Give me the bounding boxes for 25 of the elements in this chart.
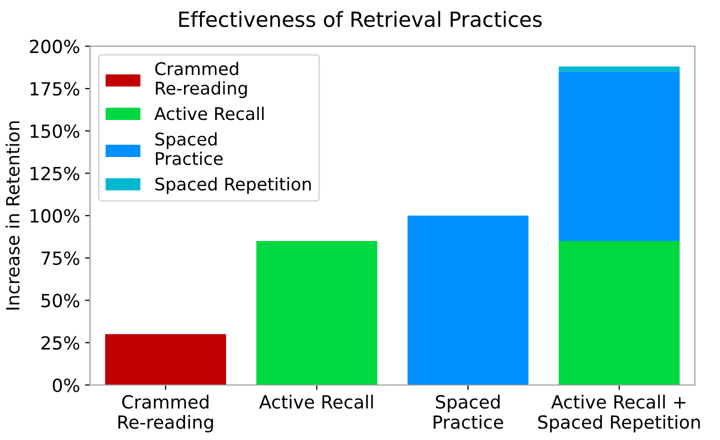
bar (105, 334, 226, 385)
legend-label: Active Recall (154, 106, 264, 120)
y-tick-label: 100% (30, 209, 80, 223)
x-tick-label: Spaced Practice (434, 394, 504, 429)
x-tick-label: Active Recall (259, 394, 373, 409)
y-tick-label: 25% (41, 336, 80, 350)
legend-label: Spaced Repetition (155, 177, 311, 194)
legend-label: Crammed Re-reading (155, 62, 247, 98)
y-tick-label: 50% (42, 294, 80, 308)
y-tick-label: 200% (30, 40, 80, 54)
x-tick-label: Crammed Re-reading (118, 394, 213, 432)
y-tick-label: 125% (30, 166, 80, 180)
y-tick-label: 175% (30, 82, 80, 96)
y-tick-label: 0% (52, 378, 80, 392)
bar (408, 216, 528, 385)
y-tick-label: 150% (30, 124, 80, 138)
y-axis-title: Increase in Retention (6, 121, 20, 310)
bar (256, 241, 378, 385)
chart-title: Effectiveness of Retrieval Practices (179, 11, 542, 28)
bar (558, 241, 680, 385)
x-tick-label: Active Recall + Spaced Repetition (538, 394, 700, 432)
legend-label: Spaced Practice (155, 132, 223, 166)
y-tick-label: 75% (42, 251, 80, 266)
bar (558, 72, 680, 242)
bar (558, 66, 680, 72)
